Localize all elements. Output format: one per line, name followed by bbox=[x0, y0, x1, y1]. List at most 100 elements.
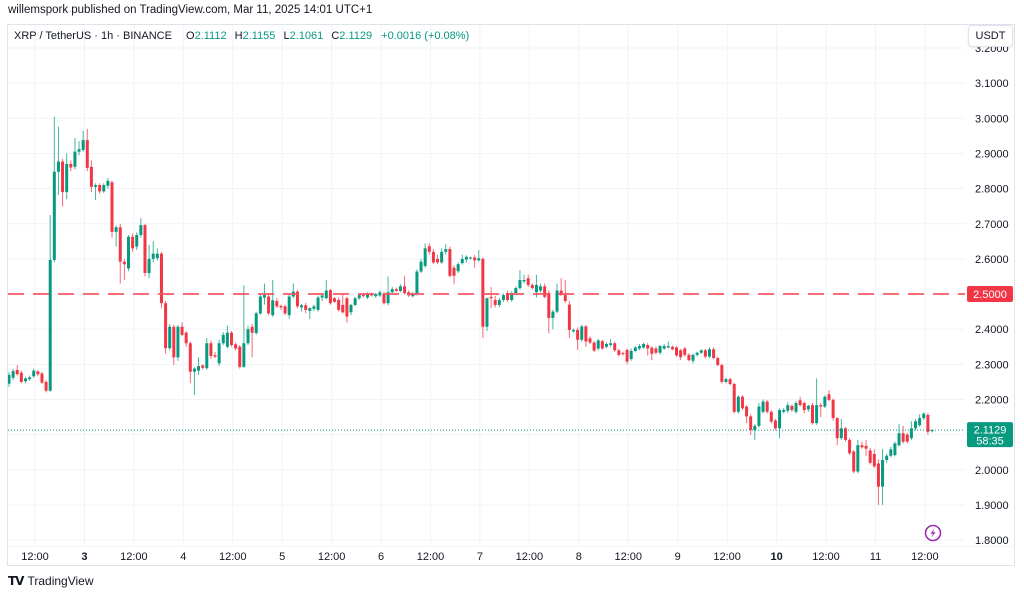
candle-body bbox=[312, 306, 316, 309]
candle-body bbox=[633, 347, 637, 351]
price-tick-label: 2.2000 bbox=[975, 395, 1009, 407]
alert-lightning-icon[interactable] bbox=[924, 524, 942, 542]
candle-body bbox=[699, 350, 703, 353]
candle-body bbox=[897, 433, 901, 446]
price-tick-label: 1.9000 bbox=[975, 500, 1009, 512]
candle-body bbox=[180, 326, 184, 335]
candle-body bbox=[316, 297, 320, 310]
candle-body bbox=[267, 296, 271, 314]
candle-body bbox=[576, 329, 580, 340]
candle-body bbox=[559, 290, 563, 296]
candle-body bbox=[431, 251, 435, 263]
candle-body bbox=[802, 403, 806, 411]
candle-body bbox=[637, 346, 641, 349]
candle-body bbox=[94, 185, 98, 187]
candle-body bbox=[135, 234, 139, 247]
price-tick-label: 3.0000 bbox=[975, 113, 1009, 125]
candle-body bbox=[188, 343, 192, 372]
candle-body bbox=[254, 313, 258, 334]
candle-body bbox=[909, 428, 913, 439]
candle-body bbox=[600, 341, 604, 349]
candle-body bbox=[205, 343, 209, 369]
candle-body bbox=[139, 225, 143, 235]
candle-body bbox=[501, 295, 505, 301]
low-value: 2.1061 bbox=[289, 30, 324, 42]
last-price-badge bbox=[967, 422, 1013, 448]
candle-body bbox=[543, 286, 547, 297]
candle-body bbox=[893, 443, 897, 456]
candle-body bbox=[394, 289, 398, 291]
candle-body bbox=[213, 355, 217, 357]
candle-body bbox=[621, 353, 625, 355]
candle-body bbox=[567, 304, 571, 330]
candle-body bbox=[456, 264, 460, 272]
candle-body bbox=[675, 347, 679, 356]
candle-body bbox=[712, 349, 716, 359]
candle-body bbox=[798, 400, 802, 406]
time-axis[interactable]: 12:00 3 12:00 4 12:00 5 12:00 6 12:00 7 12:00 8 12:0… bbox=[21, 551, 938, 563]
candle-body bbox=[526, 278, 530, 285]
tradingview-logo-text: TradingView bbox=[27, 574, 94, 588]
time-tick-label: 12:00 bbox=[516, 551, 544, 563]
candle-body bbox=[831, 399, 835, 419]
candle-body bbox=[40, 373, 44, 383]
candle-body bbox=[386, 292, 390, 304]
candle-body bbox=[151, 253, 155, 259]
candle-body bbox=[740, 396, 744, 409]
candle-body bbox=[691, 354, 695, 361]
candle-body bbox=[613, 343, 617, 351]
price-tick-label: 2.0000 bbox=[975, 465, 1009, 477]
candle-body bbox=[872, 453, 876, 467]
time-tick-label: 6 bbox=[378, 551, 384, 563]
candle-body bbox=[77, 149, 81, 152]
candle-body bbox=[65, 163, 69, 193]
candle-body bbox=[81, 140, 85, 150]
time-tick-label: 12:00 bbox=[417, 551, 445, 563]
candle-body bbox=[572, 329, 576, 332]
candle-body bbox=[732, 384, 736, 412]
candle-body bbox=[36, 371, 40, 375]
candle-body bbox=[32, 370, 36, 377]
candle-body bbox=[242, 343, 246, 367]
candle-body bbox=[423, 248, 427, 266]
candle-body bbox=[790, 405, 794, 411]
candle-body bbox=[353, 298, 357, 305]
candle-body bbox=[147, 258, 151, 273]
open-value: 2.1112 bbox=[194, 30, 227, 42]
candle-body bbox=[555, 290, 559, 312]
candle-body bbox=[452, 267, 456, 276]
tradingview-logo-icon: TV bbox=[8, 574, 25, 588]
candle-body bbox=[806, 405, 810, 410]
candle-body bbox=[563, 295, 567, 302]
candle-body bbox=[815, 405, 819, 424]
price-tick-label: 2.4000 bbox=[975, 324, 1009, 336]
tradingview-logo[interactable]: TV TradingView bbox=[8, 574, 94, 588]
candle-body bbox=[304, 305, 308, 310]
candle-body bbox=[324, 290, 328, 299]
candle-body bbox=[337, 300, 341, 310]
time-tick-label: 9 bbox=[675, 551, 681, 563]
symbol-title[interactable]: XRP / TetherUS · 1h · BINANCE bbox=[14, 30, 172, 42]
candle-body bbox=[852, 451, 856, 472]
candle-body bbox=[345, 298, 349, 317]
candle-body bbox=[745, 406, 749, 417]
candle-body bbox=[427, 246, 431, 252]
candle-body bbox=[271, 300, 275, 316]
horizontal-line-price-badge bbox=[967, 286, 1013, 303]
candle-body bbox=[374, 294, 378, 297]
candle-body bbox=[460, 258, 464, 264]
currency-button[interactable]: USDT bbox=[968, 25, 1013, 47]
candle-body bbox=[683, 348, 687, 355]
candle-body bbox=[143, 225, 147, 273]
candle-body bbox=[102, 185, 106, 192]
time-tick-label: 5 bbox=[279, 551, 285, 563]
candle-body bbox=[819, 405, 823, 407]
candle-body bbox=[778, 410, 782, 429]
candle-body bbox=[489, 296, 493, 299]
candle-body bbox=[382, 294, 386, 304]
candle-body bbox=[811, 405, 815, 424]
candle-body bbox=[126, 236, 130, 269]
candle-body bbox=[225, 332, 229, 347]
